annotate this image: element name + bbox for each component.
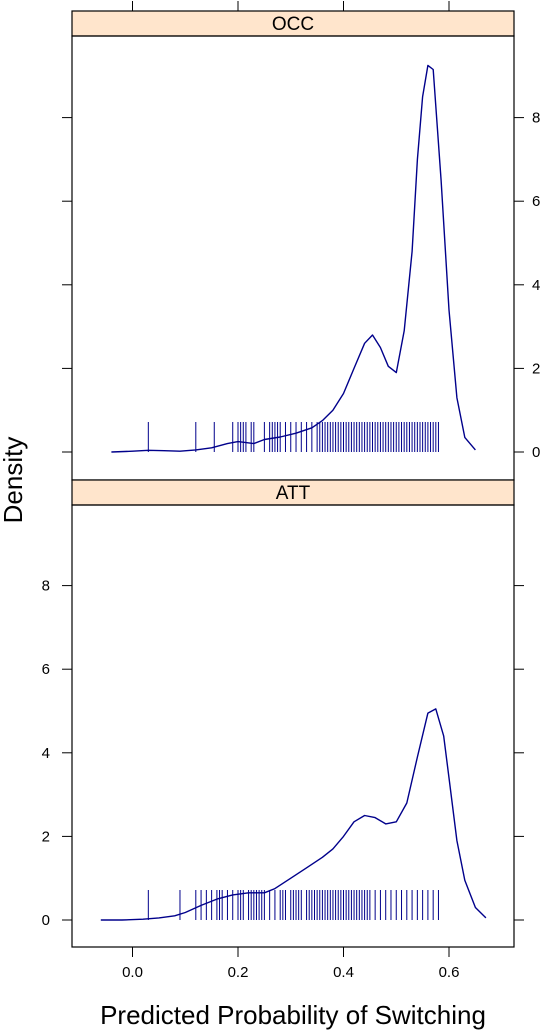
axes-layer: 0 2 4 6 8 0 2 4 6 8 0.0 0.2 0.4 0.6 [42, 1, 540, 981]
panel-att: ATT [71, 479, 515, 948]
panel-frame-att [71, 504, 515, 948]
strip-occ [71, 10, 515, 37]
y-tick-label: 0 [42, 912, 50, 929]
y-axis-occ: 0 2 4 6 8 [62, 110, 540, 461]
panel-occ: OCC [71, 10, 515, 481]
panels-layer: OCC ATT [71, 10, 515, 948]
y-tick-label: 6 [532, 193, 540, 210]
y-tick-label: 2 [42, 828, 50, 845]
density-line-occ [111, 64, 476, 453]
strip-label-att: ATT [276, 483, 311, 504]
x-tick-label: 0.6 [439, 964, 460, 981]
density-line-att [100, 708, 487, 921]
x-tick-label: 0.4 [333, 964, 354, 981]
x-tick-label: 0.2 [228, 964, 249, 981]
rug-occ [147, 422, 439, 452]
y-tick-label: 6 [42, 661, 50, 678]
y-tick-label: 4 [42, 745, 50, 762]
x-axis-title: Predicted Probability of Switching [100, 1000, 486, 1030]
strip-att [71, 479, 515, 506]
y-tick-label: 8 [532, 110, 540, 127]
y-tick-label: 8 [42, 578, 50, 595]
x-tick-label: 0.0 [122, 964, 143, 981]
rug-att [147, 890, 439, 920]
y-tick-label: 0 [532, 444, 540, 461]
y-tick-label: 4 [532, 277, 540, 294]
strip-label-occ: OCC [272, 14, 314, 35]
y-axis-att: 0 2 4 6 8 [42, 578, 524, 929]
x-axis: 0.0 0.2 0.4 0.6 [122, 1, 459, 981]
y-tick-label: 2 [532, 360, 540, 377]
panel-frame-occ [71, 35, 515, 481]
y-axis-title: Density [0, 437, 28, 524]
